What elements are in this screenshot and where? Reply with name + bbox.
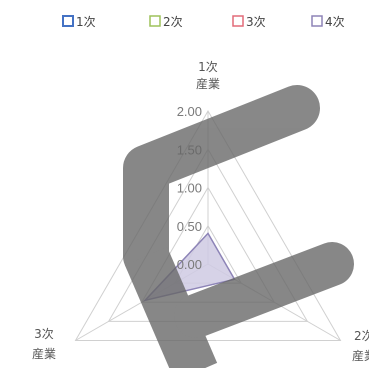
legend-label-2: 2次 [163, 15, 183, 29]
tick-labels: 0.000.501.001.502.00 [177, 104, 202, 272]
axis-label-2-line2: 産業 [352, 348, 369, 363]
watermark-stroke-stem [124, 246, 218, 368]
legend-swatch-2 [149, 15, 161, 27]
watermark-overlay [123, 85, 354, 368]
tick-label-4: 2.00 [177, 104, 202, 119]
legend-label-3: 3次 [246, 15, 266, 29]
axis-label-2-line1: 2次 [354, 329, 369, 343]
axis-label-primary: 1次 産業 [196, 60, 220, 91]
legend: 1次 2次 3次 4次 [62, 15, 345, 29]
axis-label-tertiary: 3次 産業 [32, 327, 56, 361]
legend-swatch-3 [232, 15, 244, 27]
legend-item-3: 3次 [232, 15, 266, 29]
axis-label-3-line1: 3次 [34, 327, 54, 341]
tick-label-2: 1.00 [177, 181, 202, 196]
tick-label-1: 0.50 [177, 219, 202, 234]
axis-label-3-line2: 産業 [32, 346, 56, 361]
axis-label-secondary: 2次 産業 [352, 329, 369, 363]
legend-swatch-4 [311, 15, 323, 27]
axis-label-1-line2: 産業 [196, 76, 220, 91]
legend-label-1: 1次 [76, 15, 96, 29]
watermark-stroke-lower [174, 242, 354, 338]
watermark-stroke-upper [123, 85, 320, 279]
tick-label-0: 0.00 [177, 257, 202, 272]
legend-item-4: 4次 [311, 15, 345, 29]
legend-swatch-1 [62, 15, 74, 27]
legend-label-4: 4次 [325, 15, 345, 29]
axis-label-1-line1: 1次 [198, 60, 218, 74]
legend-item-2: 2次 [149, 15, 183, 29]
legend-item-1: 1次 [62, 15, 96, 29]
